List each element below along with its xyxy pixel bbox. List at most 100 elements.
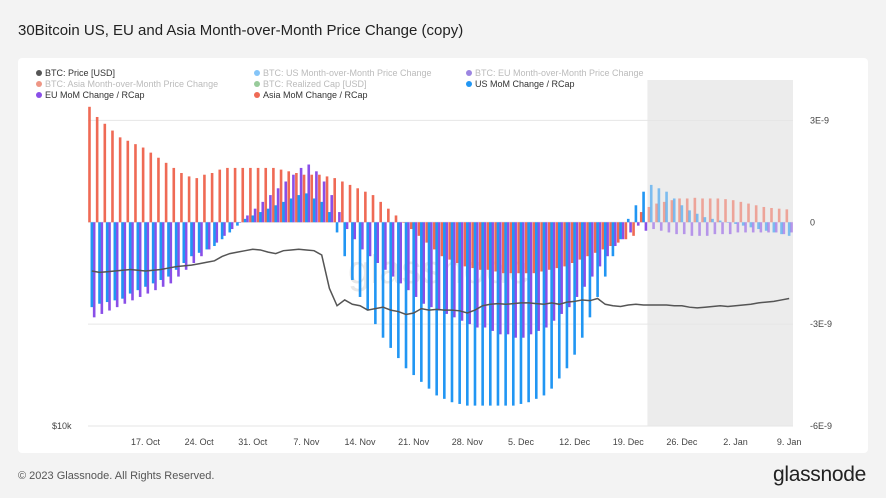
eu-bar [230,222,234,230]
eu-bar [652,222,655,230]
us-bar [473,222,477,406]
asia-bar [126,140,130,223]
legend-item[interactable]: BTC: EU Month-over-Month Price Change [466,68,644,78]
us-bar [213,222,216,247]
legend-item[interactable]: BTC: Price [USD] [36,68,115,78]
us-bar [450,222,454,403]
asia-bar [387,208,390,223]
asia-bar [333,178,337,223]
eu-bar [629,222,632,233]
eu-bar [445,222,448,314]
asia-bar [456,222,459,263]
eu-bar [682,222,686,235]
us-bar [259,212,262,223]
us-bar [619,222,622,240]
eu-bar [284,181,288,223]
legend-item[interactable]: US MoM Change / RCap [466,79,575,89]
legend-item[interactable]: EU MoM Change / RCap [36,90,145,100]
us-bar [151,222,155,284]
us-bar [626,218,630,223]
asia-bar [593,222,597,253]
asia-bar [433,222,436,250]
asia-bar [318,174,321,223]
y-left-tick-label: $10k [52,421,72,431]
asia-bar [295,173,298,223]
us-bar [557,222,561,379]
asia-bar [647,206,651,223]
asia-bar [210,173,214,223]
eu-bar [368,222,372,257]
glassnode-logo: glassnode [772,463,866,486]
asia-bar [509,222,513,274]
eu-bar [207,222,211,250]
legend-label: BTC: EU Month-over-Month Price Change [475,68,644,78]
asia-bar [701,198,704,223]
eu-bar [315,171,318,223]
eu-bar [736,222,740,233]
us-bar [358,222,362,297]
asia-bar [440,222,444,257]
legend-dot-icon [254,92,260,98]
legend-label: US MoM Change / RCap [475,79,575,89]
us-bar [726,222,730,223]
eu-bar [261,201,265,223]
asia-bar [501,222,505,274]
eu-bar [223,222,226,236]
legend-item[interactable]: Asia MoM Change / RCap [254,90,368,100]
asia-bar [616,222,620,243]
us-bar [458,222,461,404]
us-bar [680,205,684,223]
eu-bar [131,222,134,301]
eu-bar [177,222,180,277]
us-bar [389,222,392,348]
us-bar [297,195,301,223]
asia-bar [762,206,766,223]
eu-bar [253,208,257,223]
us-bar [266,208,270,223]
eu-bar [522,222,525,338]
price-line [91,248,790,316]
legend-item[interactable]: BTC: US Month-over-Month Price Change [254,68,432,78]
asia-bar [524,222,528,274]
us-bar [90,222,94,308]
us-bar [243,218,247,223]
asia-bar [739,201,743,223]
eu-bar [590,222,594,277]
us-bar [98,222,101,304]
eu-bar [322,181,326,223]
eu-bar [414,222,418,297]
eu-bar [215,222,219,243]
eu-bar [269,195,272,223]
us-bar [427,222,431,389]
asia-bar [494,222,497,272]
legend-item[interactable]: BTC: Realized Cap [USD] [254,79,367,89]
asia-bar [218,169,222,223]
x-tick-label: 12. Dec [559,437,591,447]
x-tick-label: 14. Nov [345,437,377,447]
asia-bar [724,199,727,223]
asia-bar [118,137,122,223]
eu-bar [583,222,586,287]
legend-item[interactable]: BTC: Asia Month-over-Month Price Change [36,79,218,89]
us-bar [381,222,385,338]
asia-bar [708,198,712,223]
asia-bar [394,215,398,223]
us-bar [335,222,339,233]
eu-bar [499,222,502,335]
legend-dot-icon [36,92,42,98]
eu-bar [529,222,533,335]
asia-bar [149,152,153,223]
eu-bar [575,222,579,297]
eu-bar [453,222,456,318]
eu-bar [698,222,701,236]
legend-label: BTC: Realized Cap [USD] [263,79,367,89]
eu-bar [690,222,694,236]
asia-bar [134,144,137,223]
asia-bar [141,147,145,223]
eu-bar [544,222,548,328]
legend-label: Asia MoM Change / RCap [263,90,368,100]
chart-title: 30Bitcoin US, EU and Asia Month-over-Mon… [18,22,464,39]
asia-bar [578,222,582,260]
us-bar [688,210,691,223]
